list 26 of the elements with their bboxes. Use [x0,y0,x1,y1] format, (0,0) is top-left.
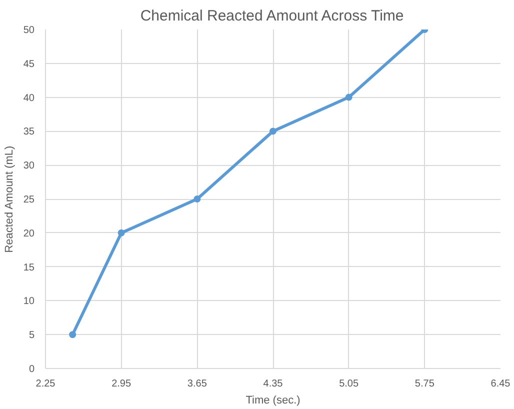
x-tick-label: 5.05 [339,378,360,390]
point [345,94,352,101]
x-tick-label: 3.65 [187,378,208,390]
y-tick-label: 5 [28,330,35,342]
y-tick-label: 0 [28,364,35,375]
y-axis-title: Reacted Amount (mL) [3,146,16,253]
y-tick-label: 20 [23,228,35,240]
point [194,196,201,202]
x-tick-label: 2.95 [112,378,132,390]
y-tick-label: 25 [23,194,35,206]
x-axis-title: Time (sec.) [246,394,300,406]
chart-title: Chemical Reacted Amount Across Time [140,8,404,24]
y-tick-label: 40 [23,92,35,104]
point [118,229,125,236]
y-tick-label: 30 [23,160,35,172]
y-tick-label: 45 [23,58,35,70]
y-tick-label: 35 [23,126,35,138]
point [270,128,276,135]
x-tick-label: 4.35 [263,378,284,390]
x-tick-label: 2.25 [36,378,56,390]
x-tick-label: 6.45 [490,378,511,390]
y-tick-label: 10 [23,296,35,308]
point [69,331,76,338]
x-tick-label: 5.75 [414,378,435,390]
y-tick-label: 15 [23,262,35,274]
y-tick-label: 50 [23,25,35,36]
